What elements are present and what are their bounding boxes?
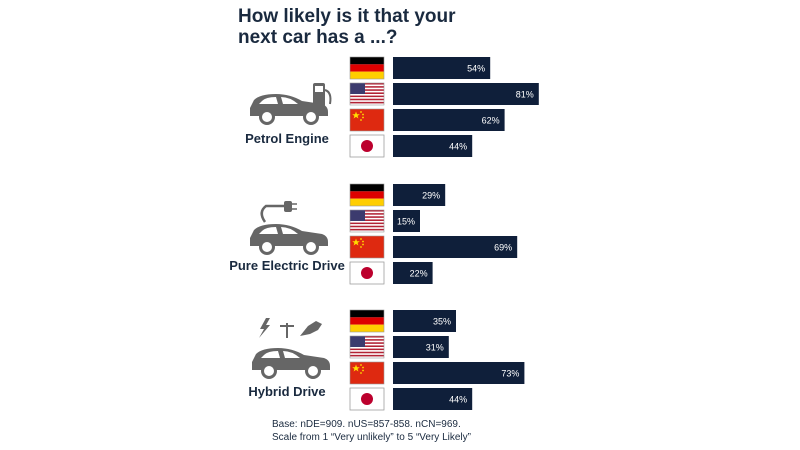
bar-value-label: 44%: [449, 142, 467, 152]
bar: [393, 83, 539, 105]
bar: [393, 236, 518, 258]
germany-flag-icon: [349, 56, 385, 80]
bar: [393, 184, 446, 206]
bar-value-label: 29%: [422, 191, 440, 201]
usa-flag-icon: [349, 209, 385, 233]
petrol-car-icon: [250, 83, 332, 125]
footnote: Base: nDE=909. nUS=857-858. nCN=969. Sca…: [272, 418, 471, 444]
footnote-base: Base: nDE=909. nUS=857-858. nCN=969.: [272, 419, 461, 430]
bar-value-label: 69%: [494, 243, 512, 253]
china-flag-icon: [349, 361, 385, 385]
bar-value-label: 35%: [433, 317, 451, 327]
electric-car-icon: [250, 201, 328, 255]
bar-value-label: 81%: [516, 90, 534, 100]
bar: [393, 109, 505, 131]
bar-value-label: 54%: [467, 64, 485, 74]
bar: [393, 336, 449, 358]
bar: [393, 388, 473, 410]
chart-title: How likely is it that your next car has …: [238, 6, 568, 48]
bar: [393, 362, 525, 384]
group-label: Petrol Engine: [245, 131, 329, 146]
bar: [393, 135, 473, 157]
germany-flag-icon: [349, 309, 385, 333]
bar-value-label: 15%: [397, 217, 415, 227]
bar-value-label: 44%: [449, 395, 467, 405]
japan-flag-icon: [349, 261, 385, 285]
title-line-1: How likely is it that your: [238, 6, 456, 27]
bar: [393, 262, 433, 284]
bar: [393, 57, 491, 79]
bar: [393, 210, 420, 232]
china-flag-icon: [349, 108, 385, 132]
usa-flag-icon: [349, 335, 385, 359]
group-label: Hybrid Drive: [248, 384, 326, 399]
group-label: Pure Electric Drive: [229, 258, 345, 273]
hybrid-car-icon: [252, 318, 330, 379]
bar-value-label: 22%: [410, 269, 428, 279]
title-line-2: next car has a ...?: [238, 27, 398, 48]
bar-value-label: 73%: [501, 369, 519, 379]
japan-flag-icon: [349, 134, 385, 158]
bar: [393, 310, 456, 332]
usa-flag-icon: [349, 82, 385, 106]
germany-flag-icon: [349, 183, 385, 207]
bar-value-label: 31%: [426, 343, 444, 353]
china-flag-icon: [349, 235, 385, 259]
footnote-scale: Scale from 1 “Very unlikely” to 5 “Very …: [272, 432, 471, 443]
bar-value-label: 62%: [482, 116, 500, 126]
japan-flag-icon: [349, 387, 385, 411]
